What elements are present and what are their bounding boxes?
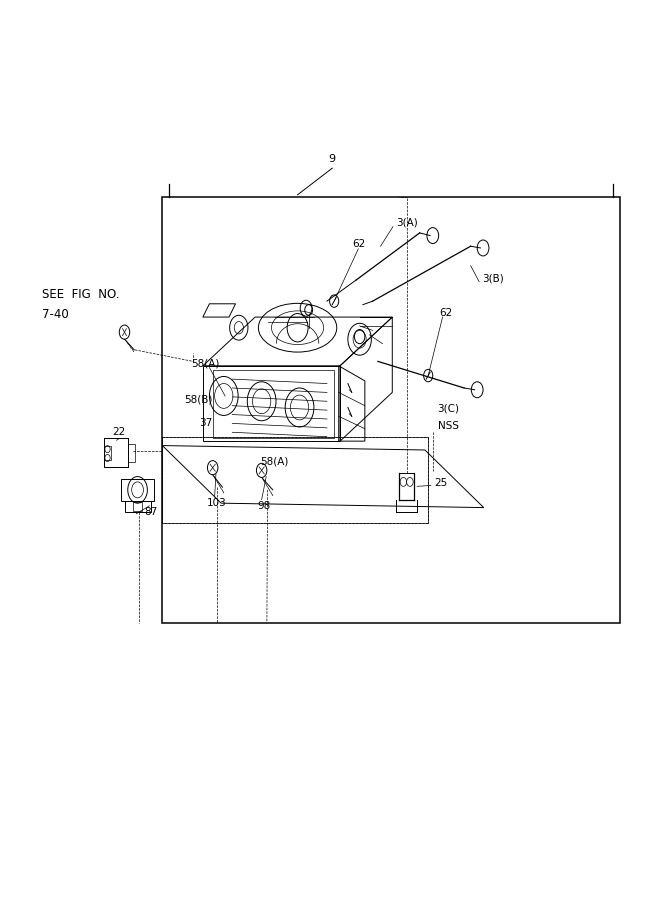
Text: 3(C): 3(C) — [437, 403, 459, 413]
Bar — [133, 502, 142, 511]
Text: 25: 25 — [434, 478, 448, 488]
Bar — [125, 500, 151, 512]
Text: 62: 62 — [352, 238, 365, 248]
Text: 22: 22 — [113, 428, 126, 437]
Text: SEE  FIG  NO.: SEE FIG NO. — [41, 288, 119, 302]
Text: 7-40: 7-40 — [41, 308, 68, 321]
Bar — [162, 197, 620, 623]
Text: 58(A): 58(A) — [191, 358, 219, 368]
Text: 103: 103 — [207, 499, 227, 508]
Text: 3(A): 3(A) — [396, 217, 418, 228]
Text: 87: 87 — [144, 507, 157, 517]
Bar — [129, 444, 135, 462]
Text: 9: 9 — [329, 155, 336, 165]
Bar — [103, 438, 129, 467]
Text: 3(B): 3(B) — [482, 274, 504, 284]
Bar — [121, 479, 154, 500]
Text: 62: 62 — [440, 308, 452, 318]
Text: 58(B): 58(B) — [185, 394, 213, 404]
Text: NSS: NSS — [438, 421, 459, 431]
Text: 98: 98 — [257, 500, 271, 511]
Text: 58(A): 58(A) — [259, 456, 288, 466]
Bar — [103, 446, 111, 460]
Text: 37: 37 — [199, 418, 212, 428]
